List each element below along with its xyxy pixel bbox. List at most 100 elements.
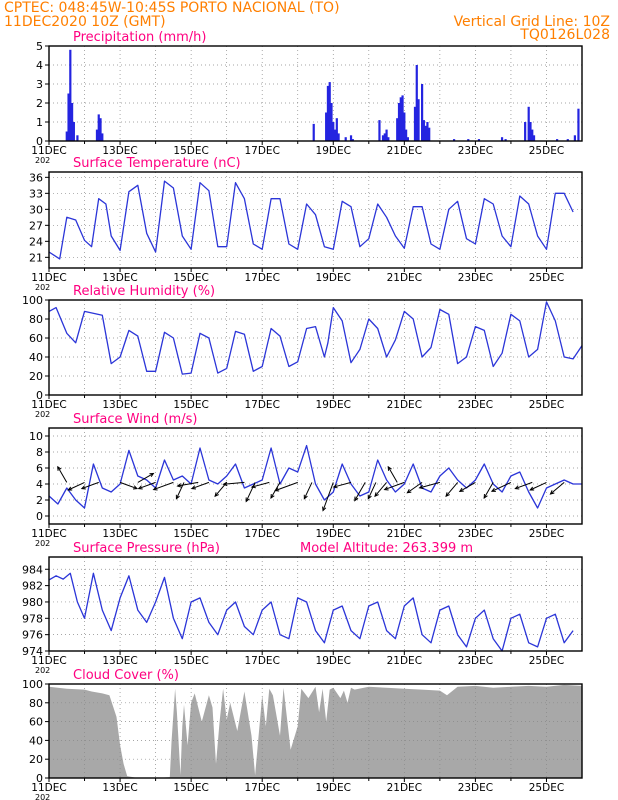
wind-arrow-shaft	[191, 481, 210, 490]
wind-xtick-label: 21DEC	[387, 528, 422, 540]
wind-arrow-head	[250, 484, 256, 489]
precip-bar	[401, 95, 404, 141]
wind-arrow-head	[245, 497, 250, 503]
precip-ytick-label: 2	[36, 97, 43, 110]
wind-arrow-head	[549, 490, 555, 495]
wind-arrow	[374, 482, 387, 498]
temperature-ytick-label: 33	[29, 187, 43, 200]
humidity-ytick-label: 100	[22, 294, 43, 307]
humidity-year-stub: 202	[35, 410, 50, 419]
cloud-ytick-label: 100	[22, 678, 43, 691]
wind-xtick-label: 11DEC	[31, 528, 66, 540]
humidity-plot-area	[49, 300, 582, 395]
wind-arrow	[67, 481, 85, 491]
precip-bar	[349, 135, 353, 141]
wind-arrow-shaft	[137, 472, 154, 483]
wind-arrow-head	[514, 485, 520, 490]
humidity-ytick-label: 80	[29, 313, 43, 326]
wind-arrow	[418, 481, 440, 490]
precip-bar	[577, 108, 580, 141]
wind-arrow-head	[418, 484, 424, 490]
precip-bar	[333, 129, 337, 141]
wind-arrow	[354, 482, 366, 502]
wind-arrow-shaft	[407, 481, 423, 494]
wind-arrow	[549, 482, 565, 495]
wind-arrow-shaft	[322, 482, 334, 511]
precip-bar	[421, 84, 424, 141]
pressure-ytick-label: 974	[22, 645, 43, 658]
precip-title: Precipitation (mm/h)	[73, 30, 206, 45]
precip-bar	[399, 97, 402, 141]
precip-xtick-label: 15DEC	[173, 145, 208, 157]
pressure-ytick-label: 982	[22, 580, 43, 593]
humidity-ytick-label: 40	[29, 351, 43, 364]
pressure-xtick-label: 13DEC	[102, 655, 137, 667]
cloud-ytick-label: 20	[29, 753, 43, 766]
wind-arrow-shaft	[374, 482, 387, 497]
temperature-ytick-label: 36	[29, 171, 43, 184]
temperature-xtick-label: 19DEC	[316, 272, 351, 284]
temperature-title: Surface Temperature (nC)	[73, 156, 241, 171]
precip-bar	[500, 137, 504, 141]
precip-bar	[406, 137, 409, 141]
precip-bar	[415, 65, 418, 141]
wind-arrow	[222, 481, 245, 487]
wind-xtick-label: 13DEC	[102, 528, 137, 540]
wind-arrow	[57, 465, 68, 483]
precip-bar	[422, 120, 425, 141]
wind-arrow	[387, 465, 398, 483]
humidity-xtick-label: 11DEC	[31, 399, 66, 411]
precip-bar	[328, 82, 331, 141]
humidity-series-line	[48, 301, 583, 375]
cloud-xtick-label: 17DEC	[244, 782, 279, 794]
wind-arrow-shaft	[459, 481, 476, 492]
precip-bar	[428, 127, 431, 141]
wind-arrow-shaft	[138, 481, 156, 490]
wind-ytick-label: 0	[36, 510, 43, 523]
pressure-frame	[48, 556, 583, 652]
wind-year-stub: 202	[35, 539, 50, 548]
wind-xtick-label: 15DEC	[173, 528, 208, 540]
precip-panel: 0 1 2 3 4 5 11DEC 13DEC 15DEC 17DEC 19DEC 21DEC 23DE…	[31, 30, 583, 165]
cloud-xtick-label: 13DEC	[102, 782, 137, 794]
temperature-xtick-label: 21DEC	[387, 272, 422, 284]
pressure-xtick-label: 11DEC	[31, 655, 66, 667]
pressure-ytick-label: 976	[22, 629, 43, 642]
wind-arrow-head	[406, 488, 412, 494]
wind-arrow-head	[303, 494, 308, 500]
humidity-xtick-label: 21DEC	[387, 399, 422, 411]
pressure-ytick-label: 984	[22, 563, 43, 576]
wind-arrow-shaft	[81, 481, 99, 490]
wind-frame	[48, 427, 583, 525]
wind-arrow	[250, 481, 270, 489]
wind-arrow-shaft	[491, 481, 512, 492]
wind-arrow-shaft	[68, 481, 85, 491]
wind-arrow	[383, 481, 405, 491]
cloud-frame	[48, 683, 583, 779]
wind-ytick-label: 10	[29, 430, 43, 443]
precip-frame	[48, 45, 583, 142]
precip-xtick-label: 13DEC	[102, 145, 137, 157]
wind-arrow	[406, 481, 423, 494]
station-header: CPTEC: 048:45W-10:45S PORTO NACIONAL (TO…	[4, 0, 340, 16]
precip-xtick-label: 17DEC	[244, 145, 279, 157]
wind-arrow-head	[57, 465, 62, 471]
precip-plot-area	[49, 46, 582, 141]
precip-year-stub: 202	[35, 156, 50, 165]
precip-bar	[452, 139, 456, 141]
wind-arrow	[152, 481, 174, 491]
pressure-subtitle: Model Altitude: 263.399 m	[300, 541, 473, 556]
precip-bar	[326, 85, 330, 141]
humidity-xtick-label: 13DEC	[102, 399, 137, 411]
wind-arrow-shaft	[303, 482, 313, 499]
wind-arrow-head	[367, 494, 372, 500]
wind-xtick-label: 19DEC	[316, 528, 351, 540]
cloud-xtick-label: 25DEC	[529, 782, 564, 794]
wind-arrow-head	[332, 484, 338, 489]
cloud-ytick-label: 80	[29, 697, 43, 710]
wind-arrow	[119, 481, 139, 490]
wind-arrow-head	[354, 496, 359, 502]
temperature-plot-area	[49, 172, 582, 268]
precip-ytick-label: 5	[36, 40, 43, 53]
